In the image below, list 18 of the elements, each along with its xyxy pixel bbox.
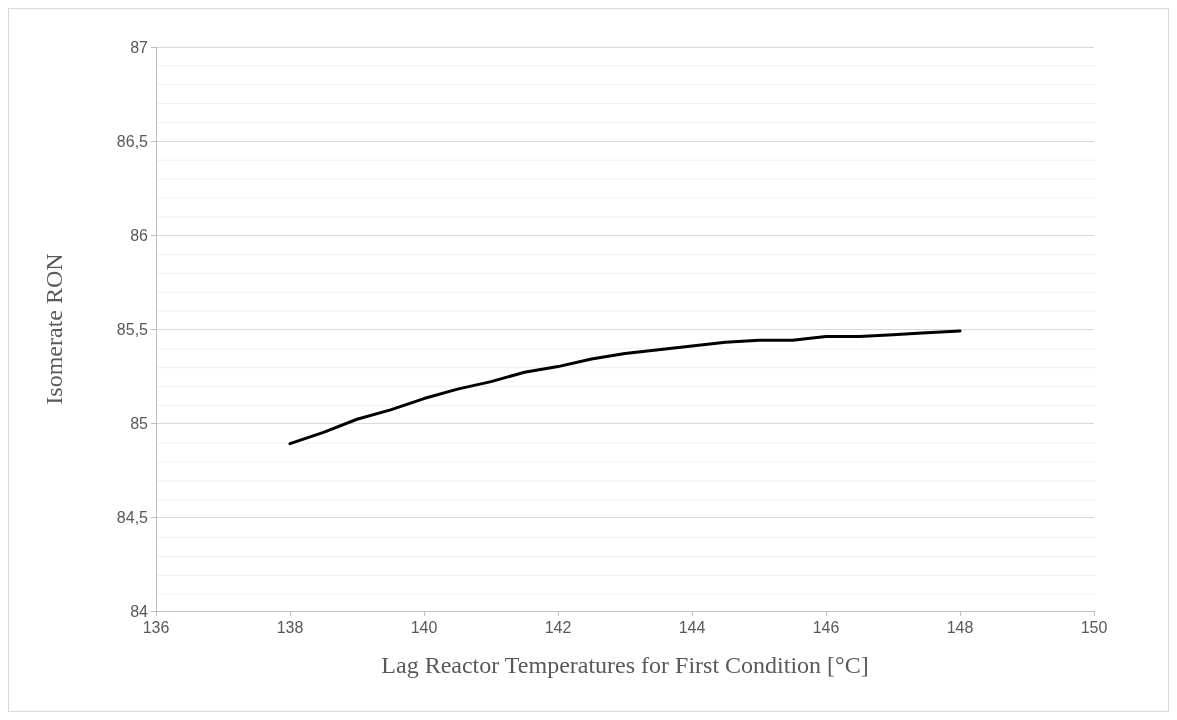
- y-axis-title: Isomerate RON: [41, 253, 67, 405]
- x-tick-label: 144: [678, 618, 706, 636]
- line-series: [288, 329, 962, 446]
- y-tick-label: 84,5: [116, 508, 149, 526]
- x-tick-label: 136: [142, 618, 170, 636]
- x-tick-label: 146: [812, 618, 840, 636]
- x-tick-label: 148: [946, 618, 974, 636]
- y-tick-label: 85: [130, 414, 149, 432]
- y-tick-label: 87: [130, 38, 149, 56]
- x-axis-title: Lag Reactor Temperatures for First Condition [°C]: [381, 652, 869, 678]
- y-tick-label: 86: [130, 226, 149, 244]
- x-tick-label: 142: [544, 618, 572, 636]
- x-tick-label: 140: [410, 618, 438, 636]
- x-tick-label: 150: [1080, 618, 1108, 636]
- y-tick-label: 85,5: [116, 320, 149, 338]
- y-tick-label: 86,5: [116, 132, 149, 150]
- x-tick-label: 138: [276, 618, 304, 636]
- y-tick-label: 84: [130, 602, 149, 620]
